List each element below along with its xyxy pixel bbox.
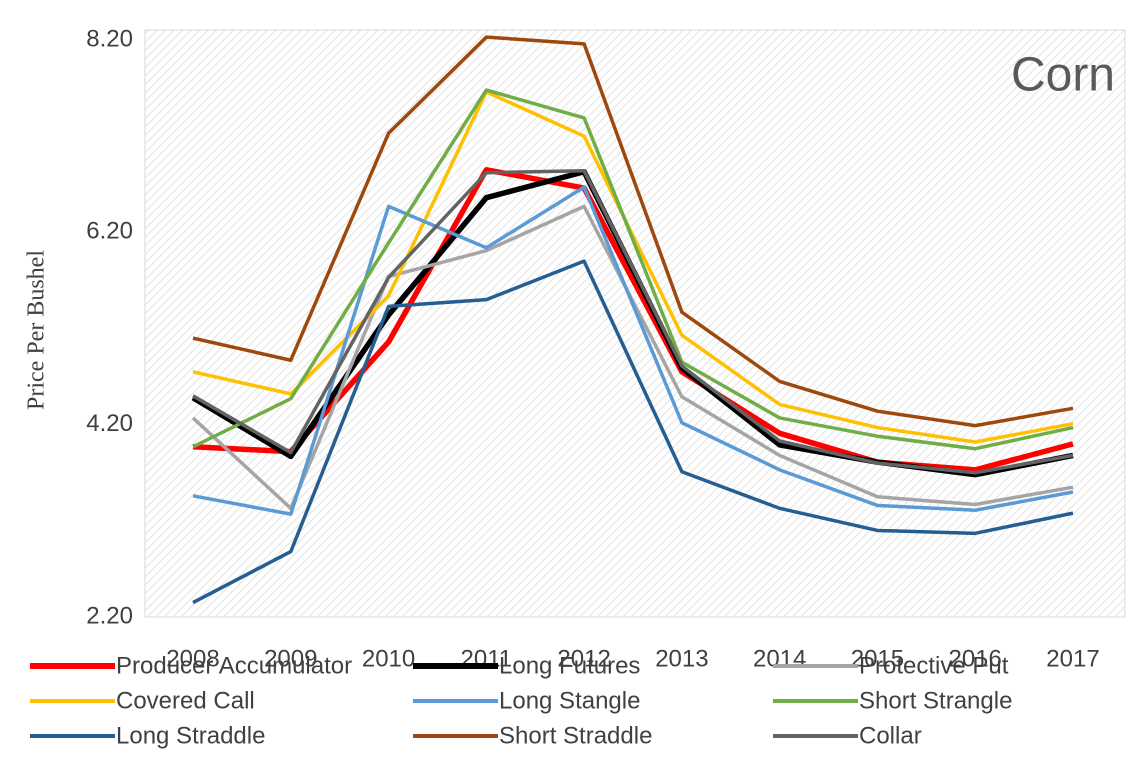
legend-label: Long Stangle	[499, 687, 640, 714]
x-tick-label: 2015	[851, 645, 904, 672]
series-line	[192, 259, 1074, 605]
x-tick-label: 2008	[166, 645, 219, 672]
plot-area	[144, 29, 1126, 618]
legend-label: Collar	[859, 722, 922, 749]
series-line	[192, 35, 1074, 428]
x-tick-label: 2016	[949, 645, 1002, 672]
legend-label: Short Strangle	[859, 687, 1012, 714]
x-tick-label: 2009	[264, 645, 317, 672]
legend-label: Covered Call	[116, 687, 255, 714]
x-tick-label: 2012	[557, 645, 610, 672]
y-tick-label: 2.20	[86, 602, 133, 629]
legend-label: Protective Put	[859, 652, 1009, 679]
legend-label: Long Futures	[499, 652, 640, 679]
x-tick-label: 2013	[655, 645, 708, 672]
legend-label: Producer Accumulator	[116, 652, 352, 679]
y-tick-label: 6.20	[86, 218, 133, 245]
legend-label: Long Straddle	[116, 722, 265, 749]
legend-label: Short Straddle	[499, 722, 652, 749]
x-tick-label: 2017	[1046, 645, 1099, 672]
x-tick-label: 2010	[362, 645, 415, 672]
x-tick-label: 2014	[753, 645, 806, 672]
y-axis-label: Price Per Bushel	[24, 250, 50, 410]
series-line	[192, 88, 1074, 451]
y-tick-label: 8.20	[86, 25, 133, 52]
chart-annotation: Corn	[1011, 49, 1115, 102]
y-tick-label: 4.20	[86, 410, 133, 437]
series-line	[192, 185, 1074, 516]
series-line	[192, 169, 1074, 475]
